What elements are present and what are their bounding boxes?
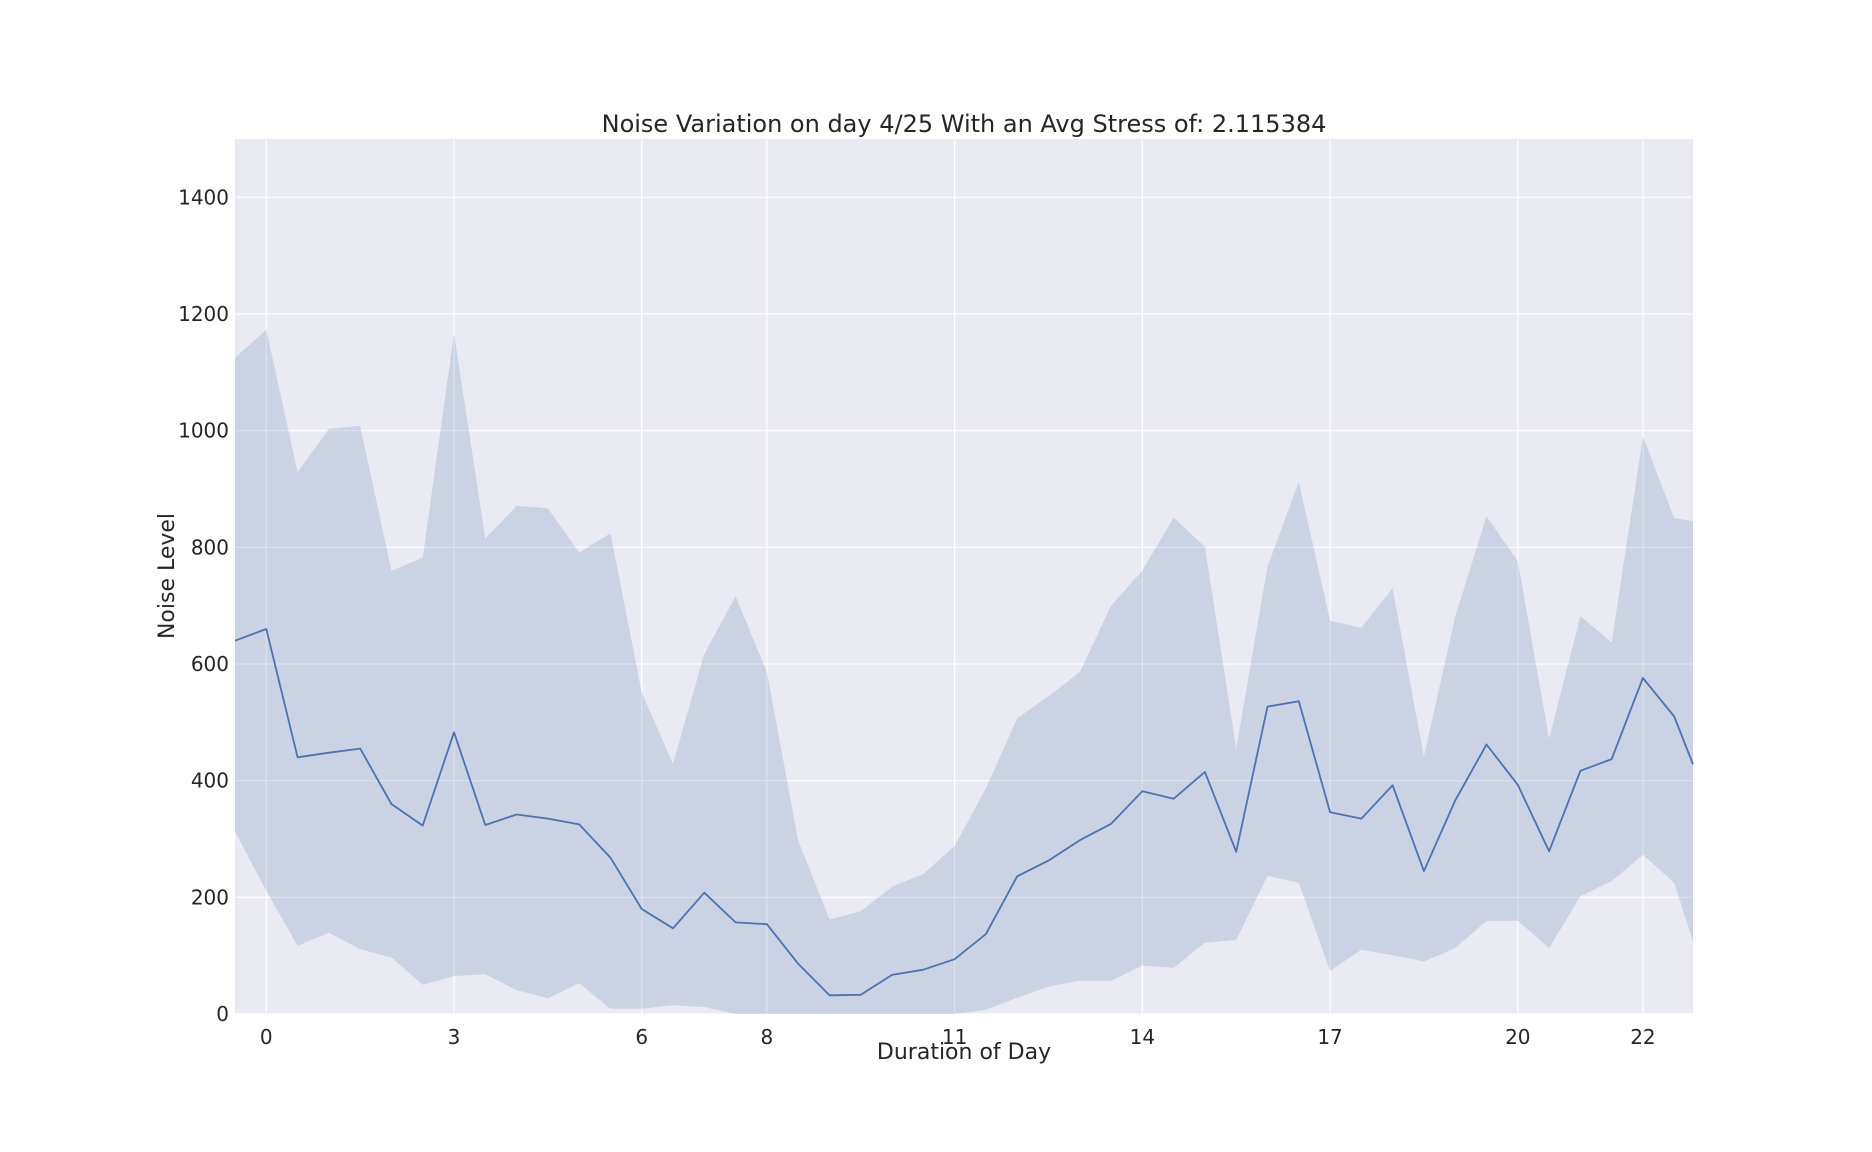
y-tick-label: 0 [216, 1002, 229, 1026]
x-tick-label: 8 [761, 1025, 774, 1049]
x-tick-label: 14 [1130, 1025, 1155, 1049]
y-tick-label: 800 [191, 535, 229, 559]
y-axis-label: Noise Level [155, 513, 180, 639]
y-tick-label: 200 [191, 885, 229, 909]
x-tick-label: 11 [942, 1025, 967, 1049]
y-tick-labels: 0 200 400 600 800 1000 1200 1400 [178, 185, 229, 1026]
x-tick-label: 0 [260, 1025, 273, 1049]
y-tick-label: 400 [191, 769, 229, 793]
x-tick-label: 17 [1317, 1025, 1342, 1049]
noise-line-layer [234, 628, 1694, 997]
y-tick-label: 1000 [178, 419, 229, 443]
grid-lines [235, 139, 1693, 1015]
y-tick-label: 1200 [178, 302, 229, 326]
y-tick-label: 1400 [178, 185, 229, 209]
chart-title: Noise Variation on day 4/25 With an Avg … [602, 110, 1327, 138]
confidence-band-layer [235, 329, 1693, 1014]
x-tick-label: 22 [1630, 1025, 1655, 1049]
plot-background [235, 139, 1693, 1014]
x-tick-labels: 0 3 6 8 11 14 17 20 22 [260, 1025, 1656, 1049]
x-axis-label: Duration of Day [877, 1040, 1051, 1065]
y-tick-label: 600 [191, 652, 229, 676]
confidence-band [235, 329, 1693, 1014]
x-tick-label: 3 [448, 1025, 461, 1049]
x-tick-label: 6 [635, 1025, 648, 1049]
x-tick-label: 20 [1505, 1025, 1530, 1049]
noise-line [234, 628, 1694, 997]
